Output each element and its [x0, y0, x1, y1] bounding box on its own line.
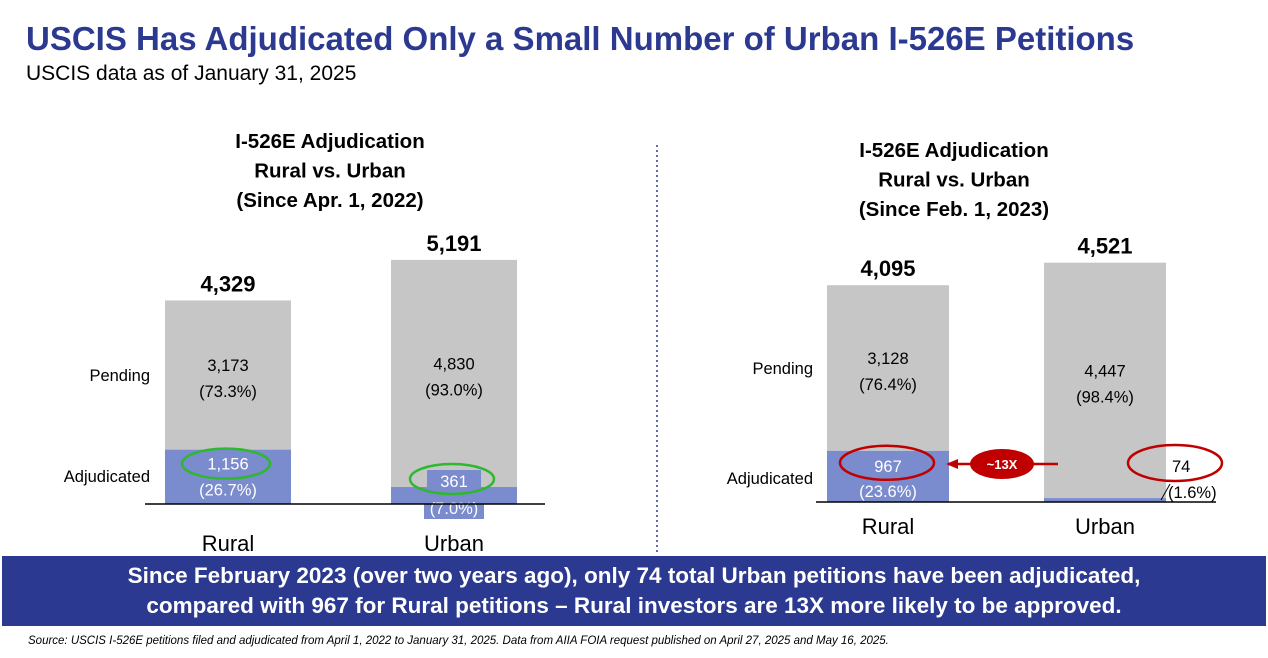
bar-total-label: 4,095 — [860, 256, 915, 281]
bar-total-label: 5,191 — [426, 231, 481, 256]
charts-canvas: I-526E Adjudication Rural vs. Urban (Since… — [64, 130, 1224, 556]
page-title: USCIS Has Adjudicated Only a Small Numbe… — [26, 20, 1135, 57]
adjudicated-percent-label: (1.6%) — [1168, 484, 1217, 502]
comparison-badge — [970, 449, 1034, 479]
adjudicated-value-label: 967 — [874, 458, 902, 476]
adjudicated-value-label: 361 — [440, 473, 468, 491]
highlight-oval — [838, 444, 936, 482]
summary-banner: Since February 2023 (over two years ago)… — [2, 556, 1266, 626]
adjudicated-value-label: 74 — [1172, 458, 1190, 476]
chart-since-feb-2023: I-526E Adjudication Rural vs. Urban (Since… — [727, 139, 1224, 539]
series-label-adjudicated: Adjudicated — [64, 468, 150, 486]
chart-title-line: (Since Apr. 1, 2022) — [236, 189, 423, 212]
page-subtitle: USCIS data as of January 31, 2025 — [26, 62, 357, 85]
label-box — [427, 470, 481, 492]
pending-value-label: 3,128 — [867, 350, 908, 368]
category-label: Urban — [1075, 514, 1135, 539]
pending-value-label: 4,447 — [1084, 362, 1125, 380]
category-label: Rural — [202, 531, 255, 556]
bar-total-label: 4,521 — [1077, 234, 1132, 259]
highlight-oval — [180, 447, 272, 480]
banner-line-2: compared with 967 for Rural petitions – … — [146, 593, 1122, 618]
series-label-adjudicated: Adjudicated — [727, 470, 813, 488]
pending-value-label: 4,830 — [433, 355, 474, 373]
pending-bar — [827, 285, 949, 451]
series-label-pending: Pending — [89, 367, 150, 385]
pending-percent-label: (98.4%) — [1076, 388, 1134, 406]
pending-bar — [1044, 262, 1166, 499]
chart-title-line: (Since Feb. 1, 2023) — [859, 198, 1049, 221]
adjudicated-bar — [391, 487, 517, 504]
pending-bar — [165, 300, 291, 450]
pending-percent-label: (93.0%) — [425, 381, 483, 399]
category-label: Rural — [862, 514, 915, 539]
adjudicated-bar — [827, 450, 949, 502]
adjudicated-value-label: 1,156 — [207, 456, 248, 474]
adjudicated-bar — [1044, 498, 1166, 502]
highlight-oval — [408, 462, 496, 496]
chart-title-line: I-526E Adjudication — [859, 139, 1048, 162]
comparison-label: ~13X — [987, 457, 1018, 472]
source-note: Source: USCIS I-526E petitions filed and… — [28, 635, 889, 647]
chart-title-line: Rural vs. Urban — [878, 169, 1030, 192]
pending-percent-label: (73.3%) — [199, 383, 257, 401]
adjudicated-percent-label: (23.6%) — [859, 483, 917, 501]
leader-line — [1160, 483, 1171, 501]
series-label-pending: Pending — [752, 360, 813, 378]
adjudicated-percent-label: (26.7%) — [199, 482, 257, 500]
chart-since-apr-2022: I-526E Adjudication Rural vs. Urban (Since… — [64, 130, 545, 556]
highlight-oval — [1126, 443, 1224, 483]
adjudicated-percent-label: (7.0%) — [430, 500, 479, 518]
category-label: Urban — [424, 531, 484, 556]
label-box — [424, 497, 484, 519]
chart-title-line: Rural vs. Urban — [254, 160, 406, 183]
pending-percent-label: (76.4%) — [859, 376, 917, 394]
banner-line-1: Since February 2023 (over two years ago)… — [127, 563, 1141, 588]
pending-value-label: 3,173 — [207, 357, 248, 375]
bar-total-label: 4,329 — [200, 271, 255, 296]
chart-title-line: I-526E Adjudication — [235, 130, 424, 153]
pending-bar — [391, 259, 517, 488]
